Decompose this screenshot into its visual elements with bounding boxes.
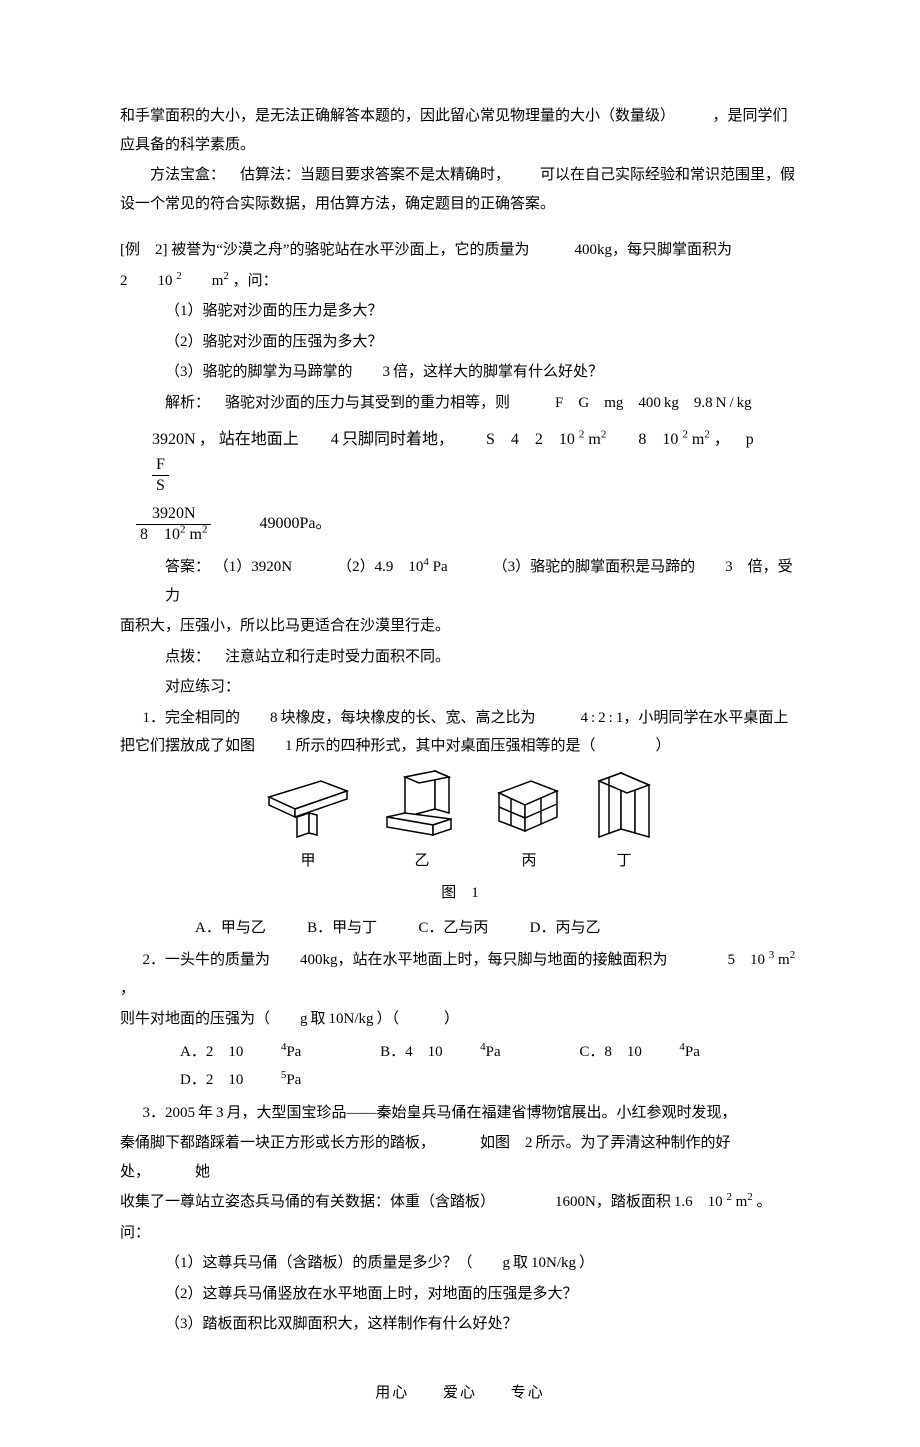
q3-p2: 秦俑脚下都踏踩着一块正方形或长方形的踏板， 如图 2 所示。为了弄清这种制作的好… bbox=[120, 1129, 800, 1186]
q3-s2: （2）这尊兵马俑竖放在水平地面上时，对地面的压强是多大？ bbox=[120, 1280, 800, 1309]
q3-ask: 问： bbox=[120, 1219, 800, 1248]
q3-p3-unit-sup: 2 bbox=[747, 1191, 753, 1203]
frac-fs-num: F bbox=[152, 455, 169, 475]
q2-area-unit: m bbox=[778, 952, 790, 968]
q1-opt-d: D．丙与乙 bbox=[530, 920, 601, 936]
q3-p1: 3．2005 年 3 月，大型国宝珍品——秦始皇兵马俑在福建省博物馆展出。小红参… bbox=[120, 1099, 800, 1128]
q3-p3: 收集了一尊站立姿态兵马俑的有关数据：体重（含踏板） 1600N，踏板面积 1.6… bbox=[120, 1188, 800, 1217]
frac-result: 3920N 8 102 m2 bbox=[136, 504, 211, 545]
practice-label: 对应练习： bbox=[120, 673, 800, 702]
intro-p1: 和手掌面积的大小，是无法正确解答本题的，因此留心常见物理量的大小（数量级） ，是… bbox=[120, 102, 800, 159]
answer-tail: 面积大，压强小，所以比马更适合在沙漠里行走。 bbox=[120, 612, 800, 641]
area-unit: m bbox=[212, 273, 224, 289]
fig-ding: 丁 bbox=[591, 769, 657, 876]
line2-m2: m bbox=[692, 431, 704, 448]
fig1-caption: 图 1 bbox=[120, 879, 800, 908]
footer-c: 专心 bbox=[511, 1385, 545, 1401]
line2-m1-sup: 2 bbox=[601, 429, 607, 441]
answer-2-sup: 4 bbox=[423, 556, 429, 568]
example2-q3: （3）骆驼的脚掌为马蹄掌的 3 倍，这样大的脚掌有什么好处？ bbox=[120, 358, 800, 387]
answer-2-unit: Pa bbox=[433, 559, 448, 575]
fig-yi: 乙 bbox=[377, 769, 467, 876]
tip: 点拨： 注意站立和行走时受力面积不同。 bbox=[120, 643, 800, 672]
figure-1-row: 甲 乙 丙 bbox=[120, 769, 800, 876]
q1-opt-b: B．甲与丁 bbox=[307, 920, 377, 936]
q2-stem-c: 则牛对地面的压强为（ g 取 10N/kg ）（ ） bbox=[120, 1005, 800, 1034]
q3-s3: （3）踏板面积比双脚面积大，这样制作有什么好处？ bbox=[120, 1310, 800, 1339]
q1-options: A．甲与乙 B．甲与丁 C．乙与丙 D．丙与乙 bbox=[120, 914, 800, 943]
q2-area-unit-sup: 2 bbox=[790, 949, 796, 961]
result-49000: 49000Pa bbox=[259, 516, 315, 533]
q2-comma: ， bbox=[120, 981, 135, 997]
line2-s-sup1: 2 bbox=[579, 429, 585, 441]
line2-s: S 4 2 10 bbox=[486, 431, 575, 448]
example2-q2: （2）骆驼对沙面的压强为多大？ bbox=[120, 328, 800, 357]
q3-p3-sup: 2 bbox=[726, 1191, 732, 1203]
fig-label-ding: 丁 bbox=[591, 847, 657, 876]
q2-opt-c: C．8 104Pa bbox=[579, 1044, 737, 1060]
frac-result-den: 8 102 m2 bbox=[136, 525, 211, 546]
q2-stem-a: 2．一头牛的质量为 400kg，站在水平地面上时，每只脚与地面的接触面积为 5 … bbox=[120, 946, 800, 1003]
frac-result-num: 3920N bbox=[136, 504, 211, 524]
frac-fs-den: S bbox=[152, 476, 169, 497]
page-footer: 用心 爱心 专心 bbox=[120, 1379, 800, 1408]
q1-opt-a: A．甲与乙 bbox=[195, 920, 266, 936]
example2-area-line: 2 10 2 m2 ，问： bbox=[120, 267, 800, 296]
answer-label: 答案： bbox=[165, 559, 210, 575]
area-unit-sup: 2 bbox=[223, 270, 229, 282]
line2-p-label: ， p bbox=[714, 431, 754, 448]
q3-p3-unit: m bbox=[736, 1194, 748, 1210]
line2-eq2-sup: 2 bbox=[682, 429, 688, 441]
example2-analysis: 解析： 骆驼对沙面的压力与其受到的重力相等，则 F G mg 400 kg 9.… bbox=[120, 389, 800, 418]
q2-opt-b: B．4 104Pa bbox=[380, 1044, 538, 1060]
q1-stem: 1．完全相同的 8 块橡皮，每块橡皮的长、宽、高之比为 4 : 2 : 1，小明… bbox=[120, 704, 800, 761]
fig-label-bing: 丙 bbox=[491, 847, 567, 876]
frac-fs: F S bbox=[152, 455, 169, 496]
q3-p3-end: 。 bbox=[757, 1194, 772, 1210]
line2-m2-sup: 2 bbox=[704, 429, 710, 441]
answer-1: （1）3920N bbox=[214, 559, 292, 575]
line2-text1: 站在地面上 4 只脚同时着地， bbox=[219, 431, 454, 448]
footer-a: 用心 bbox=[375, 1385, 409, 1401]
analysis-label: 解析： 骆驼对沙面的压力与其受到的重力相等，则 bbox=[165, 395, 510, 411]
area-sup: 2 bbox=[176, 270, 182, 282]
q2-options: A．2 104Pa B．4 104Pa C．8 104Pa D．2 105Pa bbox=[120, 1038, 800, 1095]
q3-s1: （1）这尊兵马俑（含踏板）的质量是多少？（ g 取 10N/kg ） bbox=[120, 1249, 800, 1278]
analysis-eq: F G mg 400 kg 9.8 N / kg bbox=[555, 395, 752, 411]
fig-label-yi: 乙 bbox=[377, 847, 467, 876]
q2-opt-a: A．2 104Pa bbox=[180, 1044, 339, 1060]
q2-area-sup: 3 bbox=[769, 949, 775, 961]
area-num: 2 bbox=[120, 273, 128, 289]
fig-bing: 丙 bbox=[491, 769, 567, 876]
area-base: 10 bbox=[158, 273, 173, 289]
answer-2-pre: （2）4.9 10 bbox=[337, 559, 423, 575]
line2-pre: 3920N ， bbox=[152, 431, 215, 448]
q2-area-pre: 5 10 bbox=[728, 952, 766, 968]
area-ask: ，问： bbox=[233, 273, 278, 289]
example2-answer: 答案： （1）3920N （2）4.9 104 Pa （3）骆驼的脚掌面积是马蹄… bbox=[120, 553, 800, 610]
intro-p2: 方法宝盒： 估算法：当题目要求答案不是太精确时， 可以在自己实际经验和常识范围里… bbox=[120, 161, 800, 218]
line2-m1: m bbox=[588, 431, 600, 448]
example2-line2: 3920N ， 站在地面上 4 只脚同时着地， S 4 2 10 2 m2 8 … bbox=[152, 425, 800, 496]
fig-label-jia: 甲 bbox=[263, 847, 353, 876]
q3-p3-b: 1600N，踏板面积 1.6 10 bbox=[555, 1194, 723, 1210]
footer-b: 爱心 bbox=[443, 1385, 477, 1401]
q1-opt-c: C．乙与丙 bbox=[418, 920, 488, 936]
example2-q1: （1）骆驼对沙面的压力是多大？ bbox=[120, 297, 800, 326]
example2-line3: 3920N 8 102 m2 49000Pa。 bbox=[136, 504, 800, 545]
example2-stem: [例 2] 被誉为“沙漠之舟”的骆驼站在水平沙面上，它的质量为 400kg，每只… bbox=[120, 236, 800, 265]
q2-opt-d: D．2 105Pa bbox=[180, 1072, 339, 1088]
line2-eq2: 8 10 bbox=[638, 431, 678, 448]
fig-jia: 甲 bbox=[263, 769, 353, 876]
